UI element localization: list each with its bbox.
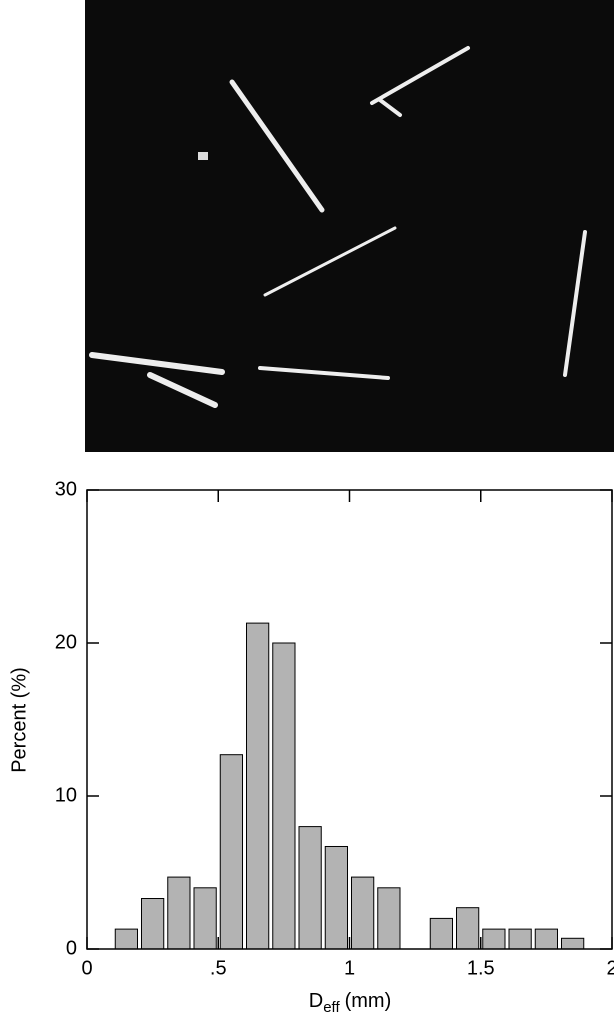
x-tick-label: 1	[344, 957, 355, 979]
y-tick-label: 20	[55, 631, 77, 653]
bar	[377, 887, 401, 950]
y-tick-label: 0	[66, 937, 77, 959]
y-tick-label: 30	[55, 478, 77, 500]
x-label-base: D	[309, 990, 323, 1012]
bar	[246, 622, 270, 950]
bar	[456, 907, 480, 950]
bar	[324, 845, 348, 950]
bar	[272, 642, 296, 950]
x-label-unit: (mm)	[345, 990, 392, 1012]
x-tick-label: 1.5	[467, 957, 495, 979]
bar	[141, 898, 165, 950]
x-tick-label: 0	[81, 957, 92, 979]
x-label-subscript: eff	[323, 999, 340, 1016]
bar	[167, 876, 191, 950]
y-tick-label: 10	[55, 784, 77, 806]
bar	[508, 928, 532, 950]
bar	[298, 826, 322, 950]
crystal-photo	[85, 0, 614, 452]
x-tick-label: 2	[606, 957, 614, 979]
x-axis-label: Deff (mm)	[309, 990, 392, 1016]
bar	[114, 928, 138, 950]
x-tick-label: .5	[210, 957, 227, 979]
bar	[219, 754, 243, 950]
y-axis-label: Percent (%)	[8, 667, 30, 773]
bar	[534, 928, 558, 950]
plot-frame	[86, 489, 613, 950]
bar	[351, 876, 375, 950]
bar	[561, 937, 585, 950]
bar	[482, 928, 506, 950]
bar	[429, 917, 453, 950]
bar	[193, 887, 217, 950]
